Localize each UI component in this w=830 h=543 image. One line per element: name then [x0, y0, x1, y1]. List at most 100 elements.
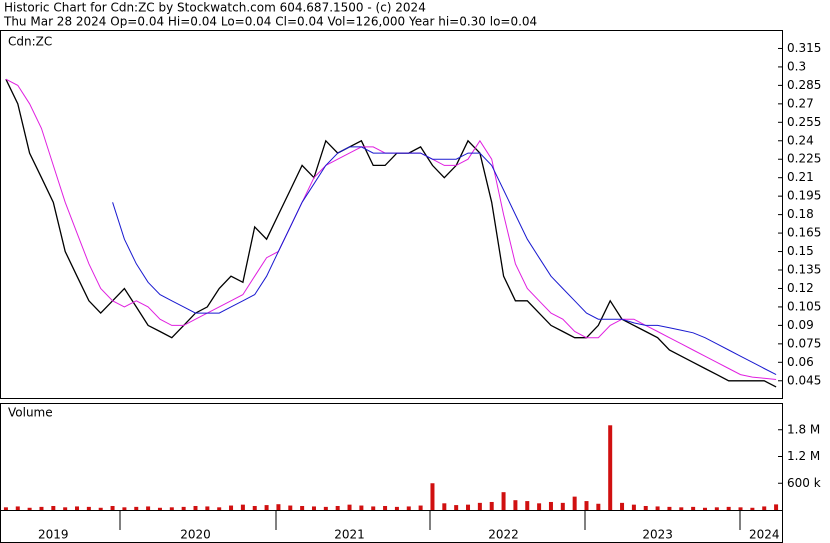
moving-average	[112, 146, 777, 376]
volume-bar	[288, 505, 293, 510]
x-tick-label: 2024	[749, 528, 780, 542]
volume-bar	[667, 506, 672, 510]
y-tick-label: 0.06	[787, 355, 814, 369]
volume-bar	[276, 504, 281, 510]
volume-bar	[39, 506, 44, 510]
volume-bar	[252, 505, 257, 510]
volume-bar	[205, 506, 210, 510]
y-tick-label: 0.09	[787, 318, 814, 332]
volume-tick-label: 600 k	[787, 476, 821, 490]
volume-bar	[75, 506, 80, 510]
volume-bar	[181, 506, 186, 510]
y-tick-label: 0.3	[787, 59, 806, 73]
volume-bar	[631, 504, 636, 510]
y-tick-label: 0.165	[787, 226, 821, 240]
date-axis	[0, 510, 783, 543]
volume-tick-label: 1.2 M	[787, 449, 820, 463]
price-line	[5, 78, 777, 388]
y-tick-label: 0.27	[787, 96, 814, 110]
x-tick-label: 2023	[642, 528, 673, 542]
volume-bar	[86, 506, 91, 510]
volume-panel	[0, 403, 783, 511]
volume-bar	[3, 507, 8, 510]
volume-bar	[300, 505, 305, 510]
volume-bar	[430, 483, 435, 510]
y-tick-label: 0.195	[787, 189, 821, 203]
chart-subtitle: Thu Mar 28 2024 Op=0.04 Hi=0.04 Lo=0.04 …	[3, 15, 537, 29]
volume-bar	[513, 500, 518, 510]
price-panel	[0, 30, 783, 399]
volume-bar	[146, 506, 151, 510]
volume-label: Volume	[8, 406, 53, 420]
volume-bar	[738, 507, 743, 510]
volume-bar	[466, 504, 471, 510]
volume-bar	[560, 502, 565, 510]
volume-bar	[643, 505, 648, 510]
volume-bar	[525, 501, 530, 510]
volume-bar	[347, 504, 352, 510]
volume-bar	[27, 507, 32, 510]
volume-bar	[702, 507, 707, 510]
volume-bar	[98, 507, 103, 510]
volume-bar	[15, 506, 20, 510]
volume-bar	[608, 425, 613, 510]
volume-bar	[548, 501, 553, 510]
volume-bar	[584, 501, 589, 510]
volume-bar	[762, 506, 767, 510]
volume-bar	[217, 507, 222, 510]
y-tick-label: 0.15	[787, 244, 814, 258]
volume-bar	[726, 506, 731, 510]
y-tick-label: 0.255	[787, 115, 821, 129]
volume-bar	[229, 505, 234, 510]
y-tick-label: 0.075	[787, 336, 821, 350]
volume-bar	[335, 505, 340, 510]
volume-bar	[193, 505, 198, 510]
volume-bar	[501, 492, 506, 510]
volume-bar	[454, 505, 459, 510]
y-tick-label: 0.285	[787, 78, 821, 92]
volume-bar	[489, 501, 494, 510]
y-tick-label: 0.18	[787, 207, 814, 221]
x-tick-label: 2019	[38, 528, 69, 542]
volume-bar	[63, 507, 68, 510]
x-tick-label: 2020	[180, 528, 211, 542]
volume-bar	[537, 503, 542, 510]
volume-bar	[169, 507, 174, 510]
volume-bar	[383, 505, 388, 510]
volume-bar	[359, 505, 364, 510]
volume-bar	[442, 503, 447, 510]
volume-bar	[774, 504, 779, 510]
volume-bar	[596, 503, 601, 510]
volume-bar	[620, 502, 625, 510]
symbol-label: Cdn:ZC	[8, 35, 52, 49]
volume-bar	[714, 507, 719, 510]
volume-bar	[323, 506, 328, 510]
volume-bar	[477, 502, 482, 510]
y-tick-label: 0.24	[787, 133, 814, 147]
y-tick-label: 0.105	[787, 299, 821, 313]
chart-title: Historic Chart for Cdn:ZC by Stockwatch.…	[4, 1, 426, 15]
year-separators	[119, 510, 741, 530]
y-tick-label: 0.225	[787, 152, 821, 166]
y-tick-label: 0.315	[787, 41, 821, 55]
y-tick-label: 0.12	[787, 281, 814, 295]
volume-bar	[51, 505, 56, 510]
volume-bar	[110, 505, 115, 510]
y-tick-label: 0.045	[787, 373, 821, 387]
volume-bar	[394, 506, 399, 510]
x-tick-label: 2021	[334, 528, 365, 542]
volume-bar	[750, 507, 755, 510]
volume-bar	[240, 504, 245, 510]
volume-bar	[157, 507, 162, 510]
volume-bar	[418, 505, 423, 510]
x-tick-label: 2022	[488, 528, 519, 542]
volume-bar	[572, 496, 577, 510]
volume-bar	[134, 506, 139, 510]
volume-bar	[406, 506, 411, 510]
volume-bar	[264, 505, 269, 510]
volume-bar	[691, 506, 696, 510]
volume-bar	[371, 506, 376, 510]
y-tick-label: 0.135	[787, 263, 821, 277]
